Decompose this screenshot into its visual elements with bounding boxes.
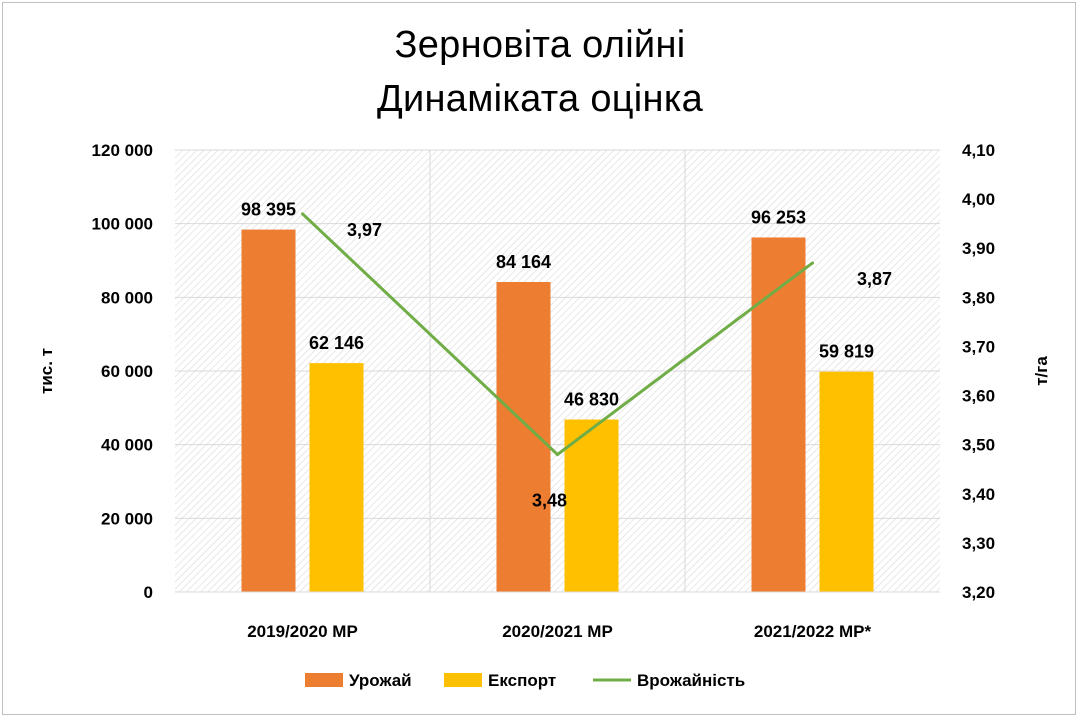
bar-експорт-2 xyxy=(819,371,874,592)
y2-axis-title: т/га xyxy=(1032,356,1051,386)
y-tick-label: 40 000 xyxy=(101,436,153,455)
line-value-label: 3,87 xyxy=(857,269,892,289)
y-tick-label: 0 xyxy=(144,583,153,602)
line-value-label: 3,97 xyxy=(347,220,382,240)
y-tick-label: 20 000 xyxy=(101,509,153,528)
y2-tick-label: 3,40 xyxy=(962,485,995,504)
y-tick-label: 100 000 xyxy=(92,215,153,234)
line-point xyxy=(556,452,559,456)
x-tick-label: 2019/2020 МР xyxy=(247,622,358,641)
x-tick-label: 2020/2021 МР xyxy=(502,622,613,641)
bar-value-label: 62 146 xyxy=(309,333,364,353)
bar-value-label: 84 164 xyxy=(496,252,551,272)
y2-tick-label: 3,90 xyxy=(962,239,995,258)
y2-tick-label: 3,70 xyxy=(962,337,995,356)
y-tick-label: 80 000 xyxy=(101,288,153,307)
bar-експорт-1 xyxy=(564,419,619,592)
y2-tick-label: 4,00 xyxy=(962,190,995,209)
bar-урожай-2 xyxy=(751,237,806,592)
legend-label: Експорт xyxy=(488,671,556,690)
y-tick-label: 60 000 xyxy=(101,362,153,381)
bar-урожай-0 xyxy=(241,229,296,592)
line-point xyxy=(301,212,304,216)
line-value-label: 3,48 xyxy=(532,490,567,510)
legend-label: Урожай xyxy=(349,671,412,690)
bar-експорт-0 xyxy=(309,363,364,592)
bar-value-label: 46 830 xyxy=(564,390,619,410)
legend-swatch xyxy=(444,673,482,687)
y2-tick-label: 3,50 xyxy=(962,436,995,455)
y2-tick-label: 4,10 xyxy=(962,141,995,160)
y-tick-label: 120 000 xyxy=(92,141,153,160)
y2-tick-label: 3,20 xyxy=(962,583,995,602)
legend-swatch xyxy=(305,673,343,687)
bar-value-label: 59 819 xyxy=(819,342,874,362)
chart-title: Зерновіта олійні xyxy=(394,24,686,66)
chart-subtitle: Динаміката оцінка xyxy=(376,78,704,120)
bar-value-label: 96 253 xyxy=(751,207,806,227)
y2-tick-label: 3,60 xyxy=(962,387,995,406)
x-tick-label: 2021/2022 МР* xyxy=(754,622,872,641)
y2-tick-label: 3,30 xyxy=(962,534,995,553)
y-axis-title: тис. т xyxy=(37,348,56,394)
legend-label: Врожайність xyxy=(637,671,745,690)
y2-tick-label: 3,80 xyxy=(962,288,995,307)
bar-урожай-1 xyxy=(496,281,551,592)
bar-value-label: 98 395 xyxy=(241,200,296,220)
line-point xyxy=(811,261,814,265)
